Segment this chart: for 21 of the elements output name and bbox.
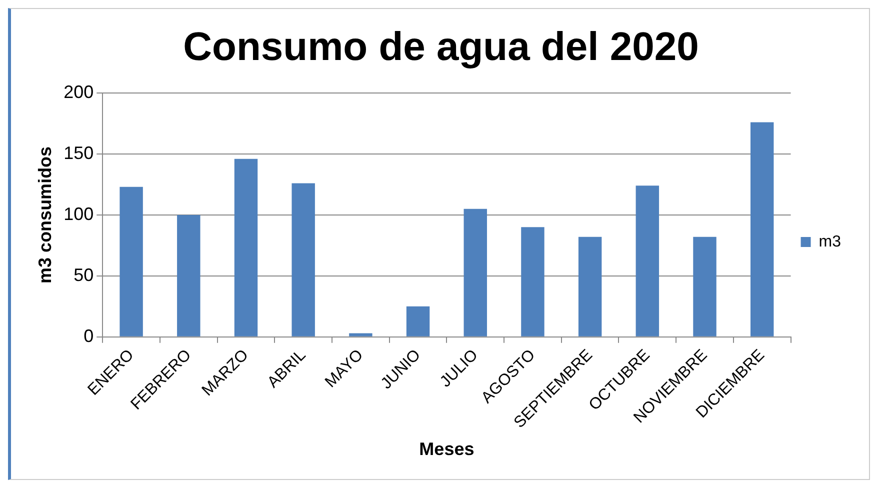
bar — [464, 208, 487, 336]
bar — [120, 186, 143, 336]
bar — [234, 158, 258, 336]
y-tick-label: 200 — [64, 82, 94, 102]
legend-label: m3 — [818, 233, 842, 250]
bar — [177, 214, 200, 336]
bar — [636, 186, 660, 336]
y-tick-label: 150 — [64, 142, 94, 163]
chart-title: Consumo de agua del 2020 — [183, 25, 699, 70]
bar — [578, 236, 602, 336]
y-tick-label: 100 — [64, 204, 94, 224]
bar — [521, 227, 544, 336]
bar — [693, 236, 716, 336]
bar — [349, 333, 372, 336]
y-tick-label: 0 — [84, 326, 94, 346]
y-tick-label: 50 — [74, 264, 94, 285]
y-axis-title: m3 consumidos — [34, 146, 55, 284]
bar — [750, 122, 774, 336]
bar — [406, 306, 430, 336]
bar — [292, 183, 315, 336]
x-axis-title: Meses — [419, 439, 474, 460]
